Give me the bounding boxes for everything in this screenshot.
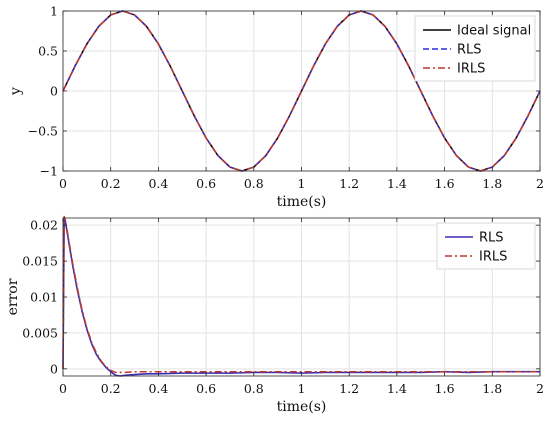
legend-label: IRLS [479, 250, 507, 265]
x-axis-label: time(s) [277, 399, 327, 415]
x-tick-label: 2 [536, 381, 544, 396]
legend-label: IRLS [457, 62, 485, 77]
error-chart: 0 0.2 0.4 0.6 0.8 1 1.2 1.4 1.6 1.8 2 0 0.005 0.01 0.0… [5, 215, 544, 415]
y-tick-label: 0.02 [30, 218, 58, 233]
x-tick-label: 0.6 [196, 381, 216, 396]
y-axis-label: y [8, 87, 24, 96]
y-tick-label: 0.015 [22, 254, 58, 269]
x-tick-label: 0.8 [244, 381, 264, 396]
series-line-irls [62, 10, 541, 172]
y-axis-label: error [5, 278, 21, 315]
legend: Ideal signal RLS IRLS [414, 15, 536, 82]
x-tick-label: 1.8 [482, 176, 502, 191]
signal-chart: 0 0.2 0.4 0.6 0.8 1 1.2 1.4 1.6 1.8 2 −1 −0.5 0 0.5 1 ti… [8, 4, 544, 211]
x-tick-label: 0.4 [148, 381, 168, 396]
x-tick-label: 0.8 [244, 176, 264, 191]
x-tick-label: 1.4 [387, 176, 407, 191]
x-tick-label: 0.4 [148, 176, 168, 191]
x-tick-label: 1.8 [482, 381, 502, 396]
y-tick-label: 0 [50, 361, 58, 376]
y-tick-label: −0.5 [28, 124, 58, 139]
y-tick-label: 0 [50, 84, 58, 99]
y-tick-label: −1 [40, 164, 58, 179]
series-line-irls [62, 215, 540, 374]
legend-box [436, 222, 536, 270]
x-tick-label: 1.6 [435, 381, 455, 396]
x-tick-label: 1 [298, 176, 306, 191]
x-tick-label: 1.6 [435, 176, 455, 191]
legend-label: RLS [479, 231, 504, 246]
y-tick-label: 0.5 [38, 44, 58, 59]
y-tick-label: 0.005 [22, 325, 58, 340]
x-tick-label: 0.2 [101, 176, 121, 191]
x-tick-label: 2 [536, 176, 544, 191]
x-tick-label: 1 [298, 381, 306, 396]
x-tick-label: 1.4 [387, 381, 407, 396]
x-tick-label: 1.2 [339, 176, 359, 191]
x-tick-label: 0 [59, 176, 67, 191]
x-tick-label: 0 [59, 381, 67, 396]
y-tick-label: 0.01 [30, 290, 58, 305]
x-tick-label: 1.2 [339, 381, 359, 396]
x-axis-label: time(s) [277, 194, 327, 210]
legend-label: RLS [457, 43, 482, 58]
x-tick-label: 0.2 [101, 381, 121, 396]
legend: RLS IRLS [436, 222, 536, 270]
y-tick-label: 1 [50, 4, 58, 19]
legend-label: Ideal signal [457, 24, 531, 39]
x-tick-label: 0.6 [196, 176, 216, 191]
